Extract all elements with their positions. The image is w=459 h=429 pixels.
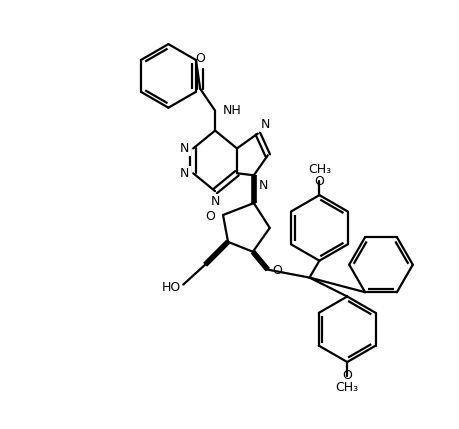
Text: CH₃: CH₃ xyxy=(335,381,358,394)
Text: O: O xyxy=(272,264,282,277)
Text: O: O xyxy=(195,52,205,65)
Text: CH₃: CH₃ xyxy=(307,163,330,176)
Text: N: N xyxy=(179,167,189,180)
Text: NH: NH xyxy=(223,104,241,117)
Text: O: O xyxy=(205,211,215,224)
Text: N: N xyxy=(179,142,189,155)
Text: O: O xyxy=(341,369,352,382)
Text: N: N xyxy=(260,118,269,130)
Text: O: O xyxy=(314,175,324,188)
Text: N: N xyxy=(210,195,219,208)
Text: HO: HO xyxy=(162,281,181,294)
Text: N: N xyxy=(258,179,268,192)
